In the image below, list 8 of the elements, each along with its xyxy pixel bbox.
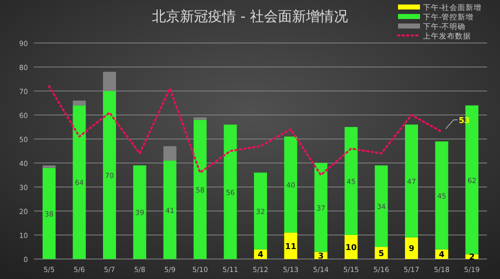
data-label: 9 xyxy=(408,244,415,254)
data-label: 5 xyxy=(378,249,385,258)
data-label: 11 xyxy=(285,242,297,251)
data-label: 4 xyxy=(438,250,445,260)
chart-title: 北京新冠疫情 - 社会面新增情况 xyxy=(152,9,348,25)
data-label: 3 xyxy=(318,251,324,260)
data-label: 4 xyxy=(258,250,264,260)
data-label: 10 xyxy=(346,243,358,252)
